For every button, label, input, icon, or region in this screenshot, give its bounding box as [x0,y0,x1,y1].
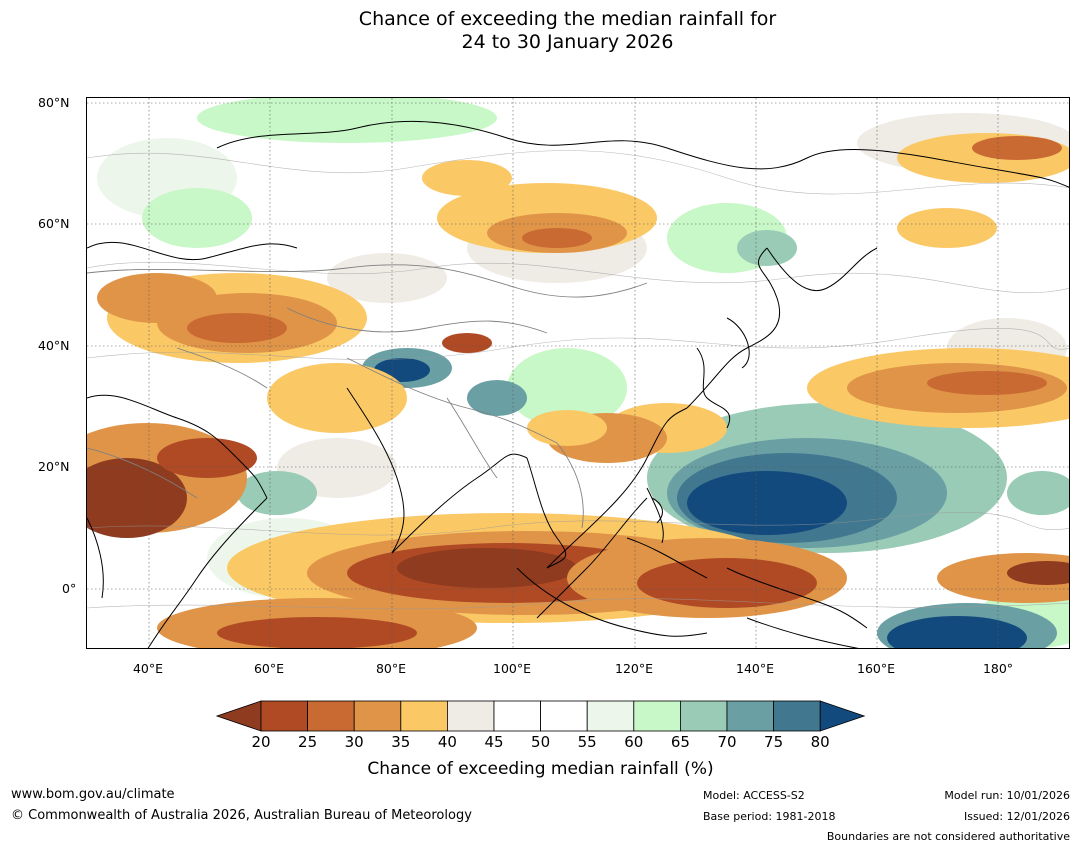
contour-lines [87,150,1069,610]
lat-label-0: 0° [62,581,77,596]
lon-label-100e: 100°E [492,661,532,676]
colorbar [216,700,866,732]
lon-label-40e: 40°E [132,661,164,676]
lon-label-80e: 80°E [375,661,407,676]
colorbar-swatch [493,700,541,732]
graticule [87,98,1069,648]
colorbar-swatch [260,700,308,732]
colorbar-tick-label: 25 [298,733,318,751]
colorbar-tick-label: 20 [251,733,271,751]
footer-url[interactable]: www.bom.gov.au/climate [11,787,175,802]
coastlines [87,120,1069,648]
colorbar-tick-label: 50 [531,733,551,751]
colorbar-swatch [540,700,588,732]
lon-label-180: 180° [982,661,1014,676]
colorbar-swatch [400,700,448,732]
colorbar-tick-label: 45 [484,733,504,751]
colorbar-arrow-low [216,700,262,732]
colorbar-tick-label: 60 [624,733,644,751]
map-title-line1: Chance of exceeding the median rainfall … [358,8,777,30]
lat-label-60n: 60°N [38,216,70,231]
colorbar-label: Chance of exceeding median rainfall (%) [367,759,714,779]
colorbar-tick-label: 70 [717,733,737,751]
footer-disclaimer: Boundaries are not considered authoritat… [826,830,1070,843]
lon-label-60e: 60°E [253,661,285,676]
lon-label-160e: 160°E [856,661,896,676]
colorbar-swatch [586,700,635,732]
footer-copyright: © Commonwealth of Australia 2026, Austra… [11,808,472,823]
lon-label-120e: 120°E [614,661,654,676]
map-title-line2: 24 to 30 January 2026 [461,31,674,53]
country-borders [87,264,648,529]
map-title: Chance of exceeding the median rainfall … [0,8,1081,54]
colorbar-swatch [446,700,495,732]
colorbar-tick-label: 80 [810,733,830,751]
lat-label-40n: 40°N [38,338,70,353]
footer-issued: Issued: 12/01/2026 [963,810,1070,823]
rainfall-map-graphic [87,98,1069,648]
footer-base-period: Base period: 1981-2018 [703,810,836,823]
colorbar-tick-label: 40 [437,733,457,751]
colorbar-tick-label: 55 [577,733,597,751]
colorbar-swatch [307,700,355,732]
footer-model: Model: ACCESS-S2 [703,789,805,802]
colorbar-swatch [353,700,402,732]
colorbar-arrow-high [819,700,866,732]
colorbar-swatch [726,700,774,732]
rainfall-map [86,97,1070,649]
lat-label-20n: 20°N [38,459,70,474]
colorbar-tick-label: 35 [391,733,411,751]
colorbar-swatch [679,700,728,732]
colorbar-swatch [773,700,821,732]
colorbar-tick-label: 75 [764,733,784,751]
colorbar-swatch [633,700,681,732]
colorbar-swatches [216,700,866,732]
lat-label-80n: 80°N [38,95,70,110]
colorbar-tick-label: 30 [344,733,364,751]
colorbar-tick-label: 65 [670,733,690,751]
footer-model-run: Model run: 10/01/2026 [944,789,1070,802]
probability-shading [87,98,1069,648]
lon-label-140e: 140°E [735,661,775,676]
